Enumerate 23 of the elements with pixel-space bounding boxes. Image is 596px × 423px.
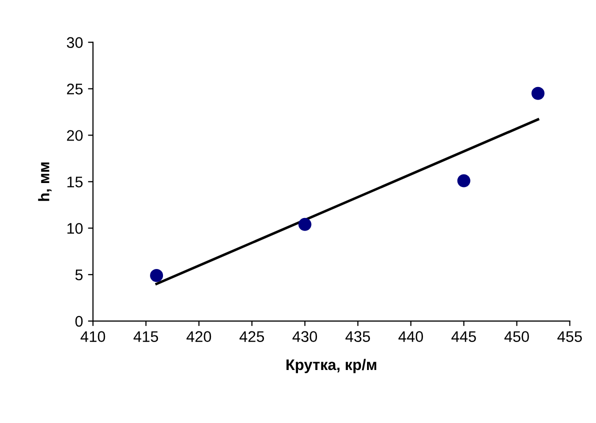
x-tick-label: 450 [504,331,529,342]
x-tick-label: 420 [186,331,212,342]
y-tick-label: 30 [66,37,83,48]
y-tick-label: 10 [67,223,83,234]
x-axis-title: Крутка, кр/м [286,358,376,374]
y-tick-label: 25 [67,84,83,94]
y-tick-label: 20 [67,130,83,141]
point [150,269,164,282]
y-tick-label: 15 [67,176,83,188]
y-axis-title: h, мм [38,162,52,201]
y-tick-label: 0 [75,316,83,327]
point [457,174,470,188]
x-tick-label: 445 [451,331,476,342]
x-tick-label: 415 [134,331,158,342]
x-tick-label: 430 [292,331,318,342]
point [298,218,312,231]
y-tick-label: 5 [75,270,83,280]
x-tick-label: 425 [240,331,264,342]
x-tick-label: 440 [398,331,423,342]
x-tick-label: 410 [80,331,106,342]
x-tick-label: 435 [345,331,370,342]
x-tick-label: 455 [557,331,582,342]
point [531,86,544,100]
